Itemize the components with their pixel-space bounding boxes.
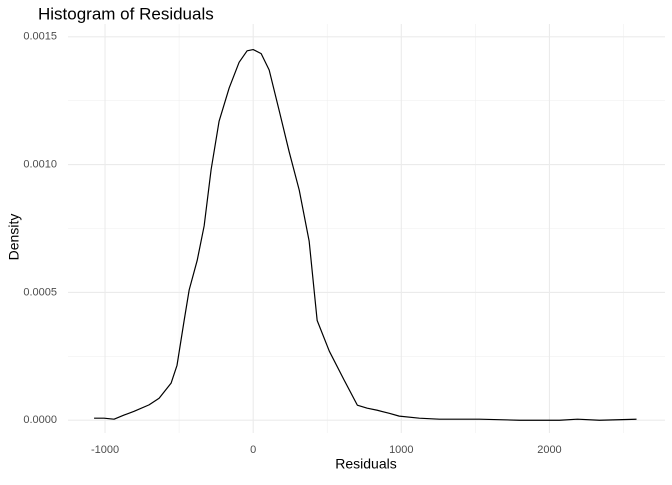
- x-tick-label: 1000: [389, 444, 413, 456]
- x-tick-label: 2000: [537, 444, 561, 456]
- y-tick-label: 0.0000: [23, 414, 57, 426]
- y-tick-label: 0.0005: [23, 286, 57, 298]
- y-axis-title: Density: [6, 214, 22, 261]
- x-tick-label: 0: [250, 444, 256, 456]
- x-tick-label: -1000: [91, 444, 119, 456]
- y-tick-label: 0.0010: [23, 159, 57, 171]
- chart-title: Histogram of Residuals: [38, 4, 214, 23]
- density-line: [94, 48, 637, 421]
- y-tick-label: 0.0015: [23, 31, 57, 43]
- x-axis-title: Residuals: [335, 456, 396, 472]
